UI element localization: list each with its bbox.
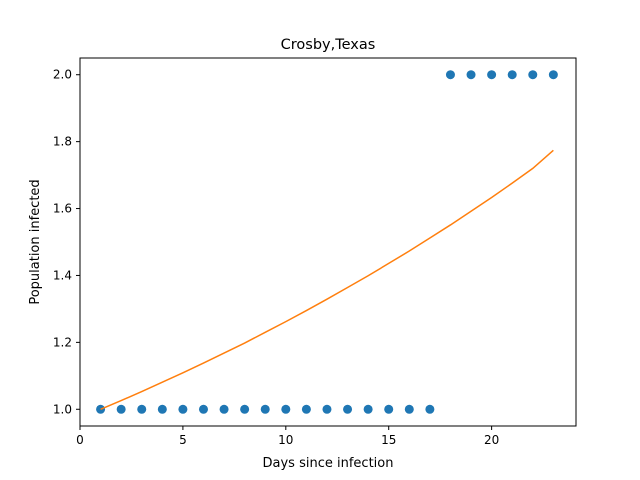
x-tick-label: 10 bbox=[278, 433, 293, 447]
data-point bbox=[301, 404, 311, 414]
data-point bbox=[116, 404, 126, 414]
data-point bbox=[445, 70, 455, 80]
x-tick-label: 20 bbox=[484, 433, 499, 447]
data-point bbox=[240, 404, 250, 414]
data-point bbox=[178, 404, 188, 414]
data-point bbox=[466, 70, 476, 80]
chart-title: Crosby,Texas bbox=[281, 37, 376, 53]
data-point bbox=[281, 404, 291, 414]
ticks: 0 5 10 15 20 1.0 1.2 1.4 1.6 1.8 2.0 bbox=[53, 68, 499, 447]
data-point bbox=[548, 70, 558, 80]
data-point bbox=[528, 70, 538, 80]
y-tick-label: 1.0 bbox=[53, 402, 72, 416]
data-point bbox=[404, 404, 414, 414]
data-point bbox=[219, 404, 229, 414]
x-tick-label: 15 bbox=[381, 433, 396, 447]
plot-frame bbox=[79, 57, 577, 427]
data-point bbox=[157, 404, 167, 414]
data-point bbox=[96, 404, 106, 414]
y-tick-label: 1.4 bbox=[53, 268, 72, 282]
y-tick-label: 2.0 bbox=[53, 68, 72, 82]
data-point bbox=[322, 404, 332, 414]
data-point bbox=[363, 404, 373, 414]
data-point bbox=[507, 70, 517, 80]
data-point bbox=[384, 404, 394, 414]
data-point bbox=[343, 404, 353, 414]
data-point bbox=[198, 404, 208, 414]
data-point bbox=[260, 404, 270, 414]
x-tick-label: 0 bbox=[76, 433, 84, 447]
marks bbox=[96, 70, 558, 414]
y-tick-label: 1.2 bbox=[53, 335, 72, 349]
fit-line bbox=[100, 149, 554, 410]
y-axis-label: Population infected bbox=[28, 179, 43, 304]
y-tick-label: 1.6 bbox=[53, 202, 72, 216]
data-point bbox=[487, 70, 497, 80]
data-point bbox=[137, 404, 147, 414]
x-axis-label: Days since infection bbox=[263, 456, 394, 471]
data-point bbox=[425, 404, 435, 414]
y-tick-label: 1.8 bbox=[53, 135, 72, 149]
x-tick-label: 5 bbox=[179, 433, 187, 447]
